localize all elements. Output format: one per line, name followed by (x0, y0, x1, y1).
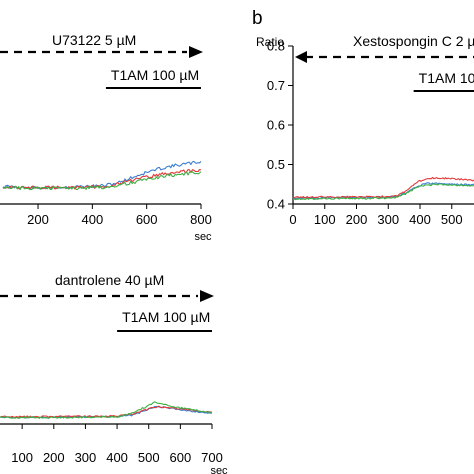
series-trace-0-2 (2, 171, 202, 191)
x-tick-label: 400 (81, 212, 103, 227)
y-tick-label: 0.5 (267, 157, 285, 172)
x-tick-label: 400 (106, 450, 128, 465)
series-trace-0-1 (2, 168, 202, 190)
treatment-label: T1AM 100 µM (122, 309, 210, 325)
treatment-label: T1AM 100 µM (111, 67, 199, 83)
x-tick-label: 600 (170, 450, 192, 465)
series-trace-1-2 (292, 183, 474, 201)
x-tick-label: 300 (75, 450, 97, 465)
treatment-label: U73122 5 µM (52, 32, 136, 48)
x-tick-label: 300 (377, 212, 399, 227)
x-tick-label: 500 (441, 212, 463, 227)
x-tick-label: 0 (289, 212, 296, 227)
treatment-label: dantrolene 40 µM (55, 272, 164, 288)
x-tick-label: 500 (138, 450, 160, 465)
y-tick-label: 0.8 (267, 39, 285, 54)
treatment-label: T1AM 10 (419, 70, 474, 86)
y-tick-label: 0.4 (267, 197, 285, 212)
x-tick-label: 400 (409, 212, 431, 227)
x-tick-label: 200 (346, 212, 368, 227)
y-tick-label: 0.7 (267, 78, 285, 93)
series-trace-2-2 (0, 401, 213, 419)
x-tick-label: 100 (11, 450, 33, 465)
x-tick-label: 200 (43, 450, 65, 465)
x-tick-label: 200 (27, 212, 49, 227)
x-axis-label: sec (194, 231, 212, 243)
x-tick-label: 800 (190, 212, 212, 227)
series-trace-2-1 (0, 405, 213, 419)
x-tick-label: 700 (201, 450, 223, 465)
x-tick-label: 100 (314, 212, 336, 227)
series-trace-1-1 (292, 176, 474, 199)
panel-label: b (252, 8, 263, 29)
y-tick-label: 0.6 (267, 118, 285, 133)
arrow-head-left-icon (295, 51, 307, 63)
treatment-label: Xestospongin C 2 µ (353, 33, 474, 49)
arrow-head-right-icon (200, 290, 214, 302)
x-axis-label: sec (210, 465, 228, 474)
x-tick-label: 600 (136, 212, 158, 227)
y-axis-label: Ratio (256, 35, 284, 49)
arrow-head-right-icon (189, 46, 203, 58)
